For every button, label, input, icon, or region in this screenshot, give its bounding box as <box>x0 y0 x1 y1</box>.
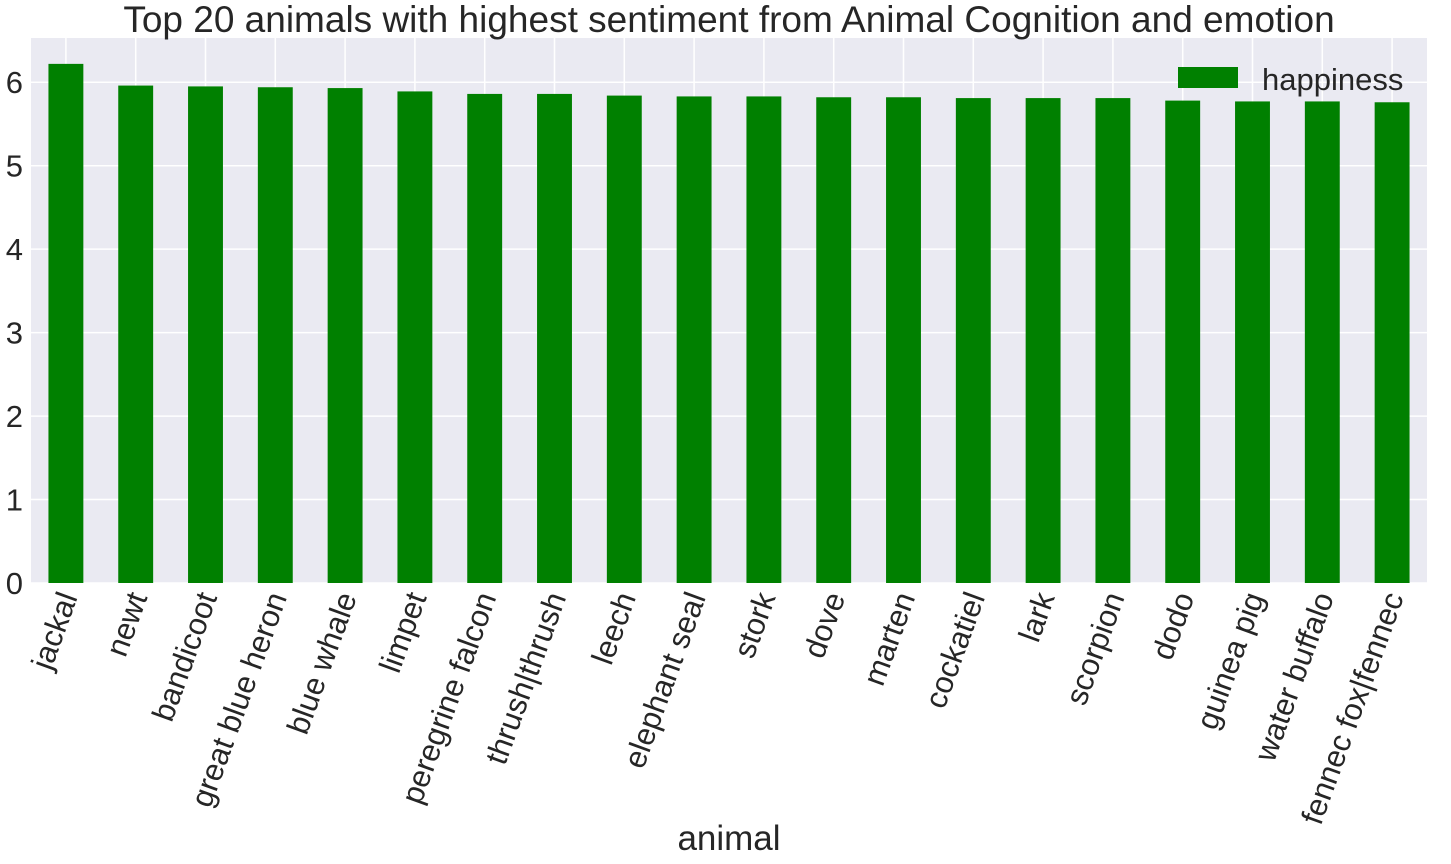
x-tick-label: dove <box>796 587 852 662</box>
bar-bandicoot <box>188 86 223 583</box>
bar-fennec-fox-fennec <box>1374 102 1410 584</box>
x-tick-label: newt <box>99 587 154 661</box>
x-tick-label: guinea pig <box>1189 587 1271 733</box>
bar-jackal <box>48 63 84 583</box>
x-tick-label: limpet <box>372 587 433 677</box>
y-tick-label: 2 <box>6 399 23 434</box>
x-tick-label: scorpion <box>1059 587 1132 709</box>
x-tick-label: stork <box>727 587 783 663</box>
bar-cockatiel <box>955 98 991 583</box>
y-tick-label: 5 <box>6 149 23 184</box>
y-tick-label: 4 <box>6 232 23 267</box>
bar-elephant-seal <box>676 96 712 583</box>
x-tick-label: marten <box>856 587 922 690</box>
bar-marten <box>886 97 921 584</box>
bar-great-blue-heron <box>257 87 293 584</box>
bar-newt <box>118 85 154 583</box>
bar-blue-whale <box>327 88 363 583</box>
chart-title: Top 20 animals with highest sentiment fr… <box>123 0 1334 40</box>
bar-scorpion <box>1095 98 1131 583</box>
bar-limpet <box>397 91 433 583</box>
x-tick-label: lark <box>1012 587 1062 646</box>
bar-water-buffalo <box>1304 101 1340 583</box>
x-tick-label: cockatiel <box>918 587 992 712</box>
x-tick-label: blue whale <box>280 587 364 738</box>
bars <box>48 63 1410 584</box>
plot-background <box>31 38 1427 583</box>
legend-label: happiness <box>1262 62 1403 97</box>
y-tick-label: 3 <box>6 316 23 351</box>
bar-peregrine-falcon <box>467 93 503 584</box>
bar-stork <box>746 96 782 583</box>
legend-swatch <box>1178 67 1238 88</box>
bar-dodo <box>1165 100 1201 584</box>
bar-leech <box>606 95 642 583</box>
y-tick-label: 1 <box>6 483 23 518</box>
bar-lark <box>1025 98 1061 583</box>
bar-dove <box>816 97 852 584</box>
legend: happiness <box>1178 62 1403 97</box>
y-tick-labels: 0 1 2 3 4 5 6 <box>6 65 23 601</box>
x-tick-label: leech <box>585 587 643 669</box>
bar-thrush-thrush <box>537 93 572 584</box>
y-tick-label: 6 <box>6 65 23 100</box>
x-tick-label: jackal <box>24 587 84 674</box>
x-axis-label: animal <box>677 819 780 858</box>
bar-guinea-pig <box>1235 101 1270 583</box>
x-tick-label: bandicoot <box>145 587 224 726</box>
x-tick-label: dodo <box>1145 587 1201 664</box>
y-tick-label: 0 <box>6 566 23 601</box>
